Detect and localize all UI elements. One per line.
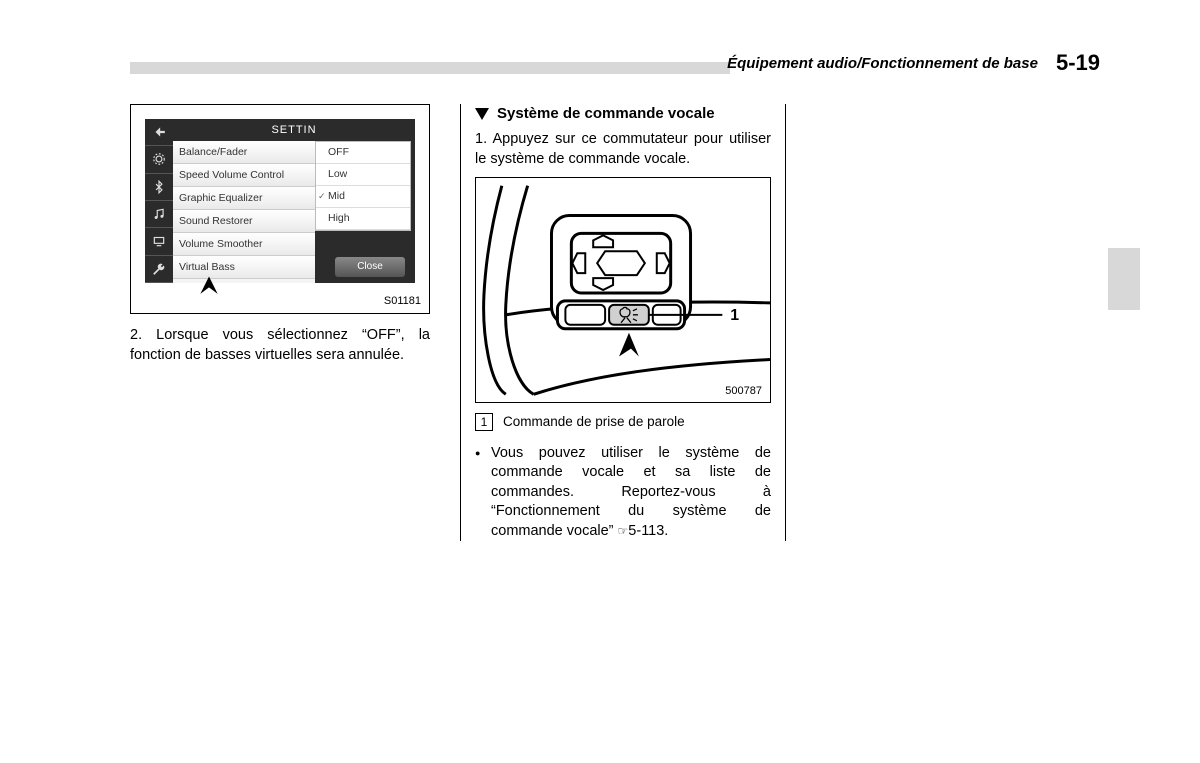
legend-number-box: 1 <box>475 413 493 431</box>
section-heading: Système de commande vocale <box>475 104 771 124</box>
display-icon[interactable] <box>145 228 173 255</box>
legend-text: Commande de prise de parole <box>503 413 685 431</box>
bullet-ref: 5-113. <box>628 523 668 539</box>
legend-row: 1 Commande de prise de parole <box>475 413 771 431</box>
reference-icon: ☞ <box>618 523 629 539</box>
dropdown-option[interactable]: Low <box>316 164 410 186</box>
header-breadcrumb: Équipement audio/Fonctionnement de base <box>727 55 1038 72</box>
column-2: Système de commande vocale 1. Appuyez su… <box>460 104 786 541</box>
bluetooth-icon[interactable] <box>145 174 173 201</box>
back-icon[interactable] <box>145 119 173 146</box>
column-3 <box>816 104 1116 541</box>
gear-icon[interactable] <box>145 146 173 173</box>
dropdown-menu: OFFLowMidHigh <box>315 141 411 231</box>
pointer-arrow-icon <box>196 270 222 303</box>
close-button[interactable]: Close <box>335 257 405 277</box>
settings-figure: SETTIN Balance/FaderSpeed Volume Control… <box>130 104 430 314</box>
wrench-icon[interactable] <box>145 256 173 283</box>
figure-code-1: S01181 <box>384 294 421 309</box>
dropdown-option[interactable]: Mid <box>316 186 410 208</box>
music-icon[interactable] <box>145 201 173 228</box>
settings-tab-rail <box>145 119 173 283</box>
settings-title: SETTIN <box>173 119 415 141</box>
bullet-paragraph: Vous pouvez utiliser le système de comma… <box>475 444 771 542</box>
step-1-text: 1. Appuyez sur ce commutateur pour utili… <box>475 130 771 169</box>
steering-figure: 1 500787 <box>475 177 771 403</box>
callout-1-label: 1 <box>730 307 739 324</box>
page-header: Équipement audio/Fonctionnement de base … <box>130 50 1100 76</box>
page-number: 5-19 <box>1056 50 1100 76</box>
dropdown-option[interactable]: OFF <box>316 142 410 164</box>
content-area: SETTIN Balance/FaderSpeed Volume Control… <box>130 104 1070 541</box>
triangle-down-icon <box>475 108 489 120</box>
figure-code-2: 500787 <box>725 384 762 399</box>
dropdown-option[interactable]: High <box>316 208 410 230</box>
col1-paragraph: 2. Lorsque vous sélectionnez “OFF”, la f… <box>130 326 430 365</box>
settings-screen: SETTIN Balance/FaderSpeed Volume Control… <box>145 119 415 283</box>
steering-wheel-diagram: 1 <box>476 178 770 402</box>
settings-right-pane: OFFLowMidHigh Close <box>315 141 415 283</box>
heading-text: Système de commande vocale <box>497 104 715 124</box>
column-1: SETTIN Balance/FaderSpeed Volume Control… <box>130 104 430 541</box>
